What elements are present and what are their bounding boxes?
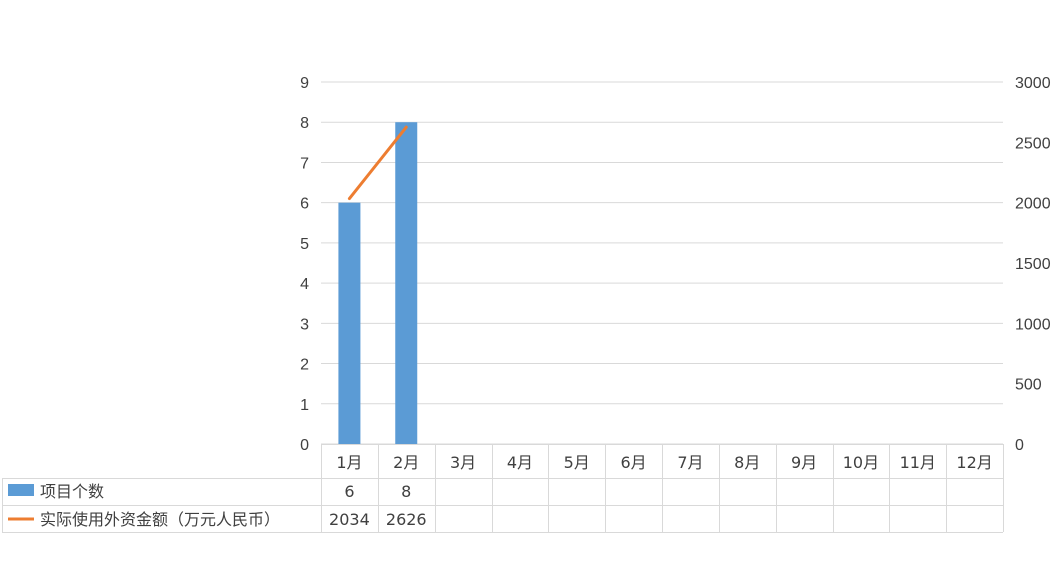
category-label: 4月 [507,453,533,472]
category-label: 6月 [620,453,646,472]
left-tick-label: 7 [300,155,309,172]
category-label: 2月 [393,453,419,472]
table-value: 2034 [329,510,370,529]
right-axis-ticks: 0 500 1000 1500 2000 2500 3000 [1015,75,1051,454]
left-tick-label: 4 [300,276,309,293]
left-tick-label: 9 [300,75,309,92]
bar [338,202,361,444]
category-label: 3月 [450,453,476,472]
category-label: 1月 [336,453,362,472]
left-tick-label: 8 [300,115,309,132]
right-tick-label: 3000 [1015,75,1051,92]
series-line [347,125,408,201]
left-tick-label: 1 [300,397,309,414]
right-tick-label: 1500 [1015,256,1051,273]
category-label: 7月 [677,453,703,472]
legend-label: 项目个数 [40,482,104,501]
left-tick-label: 5 [300,236,309,253]
left-tick-label: 6 [300,196,309,213]
right-tick-label: 2500 [1015,135,1051,152]
data-table: 1月 2月 3月 4月 5月 6月 7月 8月 9月 10月 11月 12月项目个数实际使用外资金额（… [2,444,1004,533]
right-tick-label: 0 [1015,437,1024,454]
left-tick-label: 3 [300,316,309,333]
category-label: 12月 [956,453,992,472]
table-value: 6 [344,482,354,501]
category-label: 9月 [791,453,817,472]
bar [395,122,418,444]
bar-series [338,122,418,444]
category-label: 10月 [843,453,879,472]
left-tick-label: 0 [300,437,309,454]
legend-key-bar [8,484,34,496]
line-series [347,125,408,201]
right-tick-label: 1000 [1015,316,1051,333]
table-value: 8 [401,482,411,501]
table-value: 2626 [386,510,427,529]
category-label: 8月 [734,453,760,472]
right-tick-label: 2000 [1015,196,1051,213]
category-label: 11月 [900,453,936,472]
gridlines [321,81,1003,445]
legend-label: 实际使用外资金额（万元人民币） [40,510,280,529]
right-tick-label: 500 [1015,377,1042,394]
category-label: 5月 [564,453,590,472]
left-tick-label: 2 [300,357,309,374]
left-axis-ticks: 0 1 2 3 4 5 6 7 8 9 [300,75,309,454]
